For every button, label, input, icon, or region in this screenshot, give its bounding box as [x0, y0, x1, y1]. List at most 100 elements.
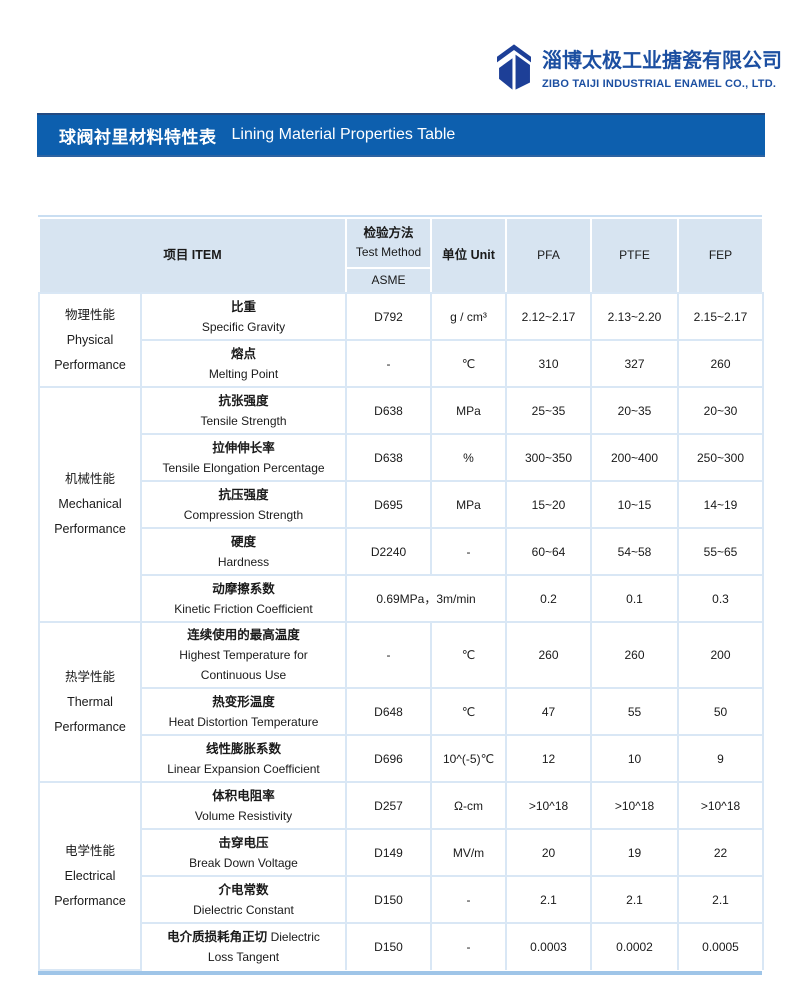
pfa-value: 0.0003 — [505, 922, 592, 970]
method-cell: - — [345, 621, 432, 689]
property-cell: 抗张强度 Tensile Strength — [140, 386, 347, 435]
company-logo-icon — [497, 44, 531, 90]
unit-cell: - — [430, 922, 507, 970]
fep-value: 260 — [677, 339, 764, 388]
table-row: 动摩擦系数 Kinetic Friction Coefficient 0.69MP… — [39, 574, 764, 623]
pfa-value: >10^18 — [505, 781, 592, 830]
fep-value: 20~30 — [677, 386, 764, 435]
ptfe-value: 200~400 — [590, 433, 679, 482]
ptfe-value: 2.1 — [590, 875, 679, 924]
pfa-value: 15~20 — [505, 480, 592, 529]
method-unit-cell: 0.69MPa，3m/min — [345, 574, 507, 623]
fep-value: 55~65 — [677, 527, 764, 576]
ptfe-value: 0.0002 — [590, 922, 679, 970]
col-header-pfa: PFA — [505, 217, 592, 294]
table-row: 机械性能 Mechanical Performance 抗张强度 Tensile … — [38, 386, 764, 623]
col-header-fep: FEP — [677, 217, 764, 294]
property-cell: 抗压强度 Compression Strength — [140, 480, 347, 529]
table-row: 硬度 Hardness D2240 - 60~64 54~58 55~65 — [39, 527, 764, 576]
fep-value: >10^18 — [677, 781, 764, 830]
pfa-value: 12 — [505, 734, 592, 783]
method-cell: D638 — [345, 433, 432, 482]
ptfe-value: 10 — [590, 734, 679, 783]
page-title-en: Lining Material Properties Table — [231, 126, 456, 143]
method-cell: D150 — [345, 922, 432, 970]
pfa-value: 25~35 — [505, 386, 592, 435]
unit-cell: ℃ — [430, 339, 507, 388]
company-name-zh: 淄博太极工业搪瓷有限公司 — [542, 50, 782, 72]
category-physical: 物理性能 Physical Performance — [38, 292, 142, 388]
property-cell: 拉伸伸长率 Tensile Elongation Percentage — [140, 433, 347, 482]
fep-value: 50 — [677, 687, 764, 736]
pfa-value: 2.1 — [505, 875, 592, 924]
table-row: 介电常数 Dielectric Constant D150 - 2.1 2.1 2… — [39, 875, 764, 924]
property-cell: 击穿电压 Break Down Voltage — [140, 828, 347, 877]
table-row: 热学性能 Thermal Performance 连续使用的最高温度 Highes… — [38, 621, 764, 783]
table-row: 电学性能 Electrical Performance 体积电阻率 Volume … — [38, 781, 764, 971]
unit-cell: - — [430, 527, 507, 576]
method-cell: D150 — [345, 875, 432, 924]
property-cell: 连续使用的最高温度 Highest Temperature for Continuo… — [140, 621, 347, 689]
property-cell: 比重 Specific Gravity — [140, 292, 347, 341]
property-cell: 电介质损耗角正切 Dielectric Loss Tangent — [140, 922, 347, 970]
company-header: 淄博太极工业搪瓷有限公司 ZIBO TAIJI INDUSTRIAL ENAME… — [497, 42, 782, 92]
ptfe-value: 54~58 — [590, 527, 679, 576]
unit-cell: Ω-cm — [430, 781, 507, 830]
unit-cell: 10^(-5)℃ — [430, 734, 507, 783]
fep-value: 2.1 — [677, 875, 764, 924]
ptfe-value: 10~15 — [590, 480, 679, 529]
pfa-value: 0.2 — [505, 574, 592, 623]
company-name-en: ZIBO TAIJI INDUSTRIAL ENAMEL CO., LTD. — [542, 78, 777, 90]
table-row: 物理性能 Physical Performance 比重 Specific Gra… — [38, 292, 764, 388]
table-row: 热变形温度 Heat Distortion Temperature D648 ℃ … — [39, 687, 764, 736]
ptfe-value: 260 — [590, 621, 679, 689]
ptfe-value: >10^18 — [590, 781, 679, 830]
unit-cell: ℃ — [430, 621, 507, 689]
unit-cell: - — [430, 875, 507, 924]
ptfe-value: 55 — [590, 687, 679, 736]
pfa-value: 60~64 — [505, 527, 592, 576]
fep-value: 9 — [677, 734, 764, 783]
table-row: 电介质损耗角正切 Dielectric Loss Tangent D150 - … — [39, 922, 764, 970]
ptfe-value: 327 — [590, 339, 679, 388]
ptfe-value: 20~35 — [590, 386, 679, 435]
property-cell: 线性膨胀系数 Linear Expansion Coefficient — [140, 734, 347, 783]
property-cell: 硬度 Hardness — [140, 527, 347, 576]
pfa-value: 20 — [505, 828, 592, 877]
fep-value: 200 — [677, 621, 764, 689]
pfa-value: 260 — [505, 621, 592, 689]
method-cell: D638 — [345, 386, 432, 435]
method-cell: D792 — [345, 292, 432, 341]
properties-table: 项目 ITEM 检验方法 Test Method 单位 Unit PFA PTF… — [38, 215, 764, 975]
table-row: 线性膨胀系数 Linear Expansion Coefficient D696 … — [39, 734, 764, 783]
page-title-zh: 球阀衬里材料特性表 — [59, 127, 217, 147]
unit-cell: MPa — [430, 386, 507, 435]
pfa-value: 47 — [505, 687, 592, 736]
fep-value: 250~300 — [677, 433, 764, 482]
col-header-unit: 单位 Unit — [430, 217, 507, 294]
property-cell: 动摩擦系数 Kinetic Friction Coefficient — [140, 574, 347, 623]
fep-value: 0.0005 — [677, 922, 764, 970]
unit-cell: g / cm³ — [430, 292, 507, 341]
company-name: 淄博太极工业搪瓷有限公司 ZIBO TAIJI INDUSTRIAL ENAME… — [542, 44, 782, 90]
page-title-bar: 球阀衬里材料特性表 Lining Material Properties Tab… — [37, 113, 765, 157]
ptfe-value: 19 — [590, 828, 679, 877]
method-cell: D257 — [345, 781, 432, 830]
col-header-ptfe: PTFE — [590, 217, 679, 294]
property-cell: 介电常数 Dielectric Constant — [140, 875, 347, 924]
table-row: 击穿电压 Break Down Voltage D149 MV/m 20 19 2… — [39, 828, 764, 877]
unit-cell: MV/m — [430, 828, 507, 877]
unit-cell: MPa — [430, 480, 507, 529]
fep-value: 0.3 — [677, 574, 764, 623]
method-cell: D695 — [345, 480, 432, 529]
table-row: 拉伸伸长率 Tensile Elongation Percentage D638 … — [39, 433, 764, 482]
unit-cell: ℃ — [430, 687, 507, 736]
method-cell: D149 — [345, 828, 432, 877]
pfa-value: 310 — [505, 339, 592, 388]
category-thermal: 热学性能 Thermal Performance — [38, 621, 142, 783]
table-row: 熔点 Melting Point - ℃ 310 327 260 — [39, 339, 764, 388]
col-header-asme: ASME — [345, 267, 432, 294]
pfa-value: 300~350 — [505, 433, 592, 482]
method-cell: D2240 — [345, 527, 432, 576]
property-cell: 体积电阻率 Volume Resistivity — [140, 781, 347, 830]
